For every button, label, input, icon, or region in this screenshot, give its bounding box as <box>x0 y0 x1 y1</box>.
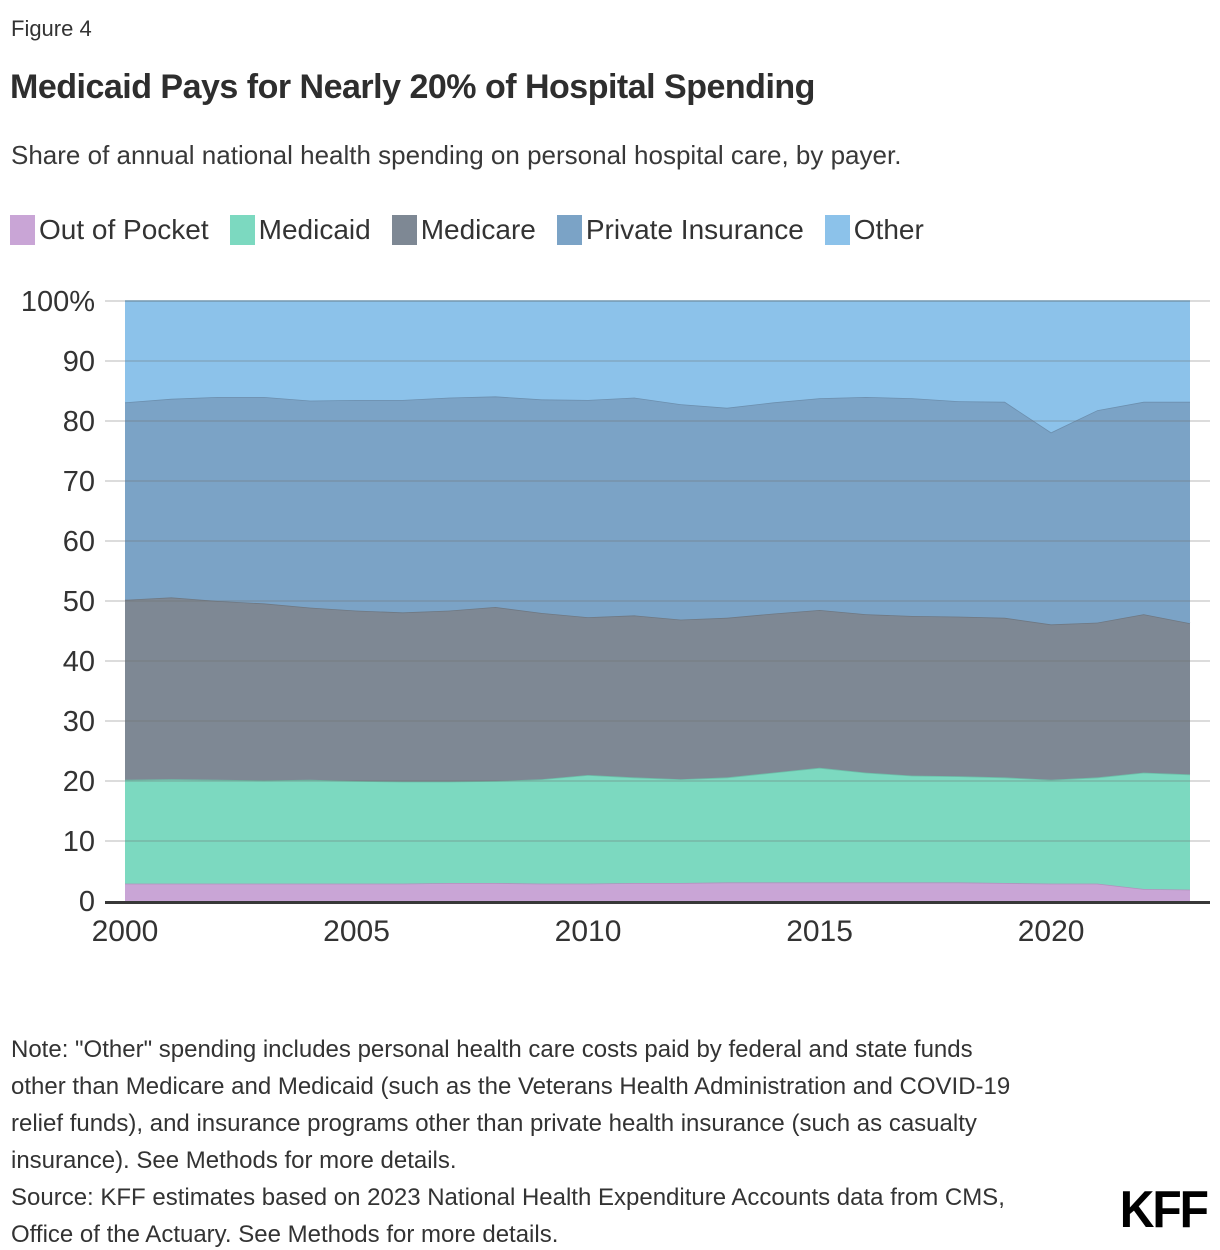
chart-legend: Out of Pocket Medicaid Medicare Private Ins… <box>10 214 924 246</box>
legend-label: Private Insurance <box>585 214 804 245</box>
figure-label: Figure 4 <box>11 16 92 41</box>
x-tick-label: 2005 <box>323 915 390 948</box>
legend-item-medicare: Medicare <box>391 214 536 246</box>
y-tick-label: 70 <box>63 466 95 498</box>
x-tick-label: 2010 <box>555 915 622 948</box>
chart-subtitle: Share of annual national health spending… <box>11 140 902 170</box>
source-text: Source: KFF estimates based on 2023 Nati… <box>11 1179 1005 1250</box>
y-tick-label: 30 <box>63 706 95 738</box>
area-private-insurance <box>125 396 1190 625</box>
legend-label: Medicaid <box>258 214 371 245</box>
legend-label: Other <box>853 214 924 245</box>
area-medicaid <box>125 767 1190 890</box>
legend-swatch-icon <box>556 215 582 245</box>
note-line: Note: "Other" spending includes personal… <box>11 1036 973 1063</box>
note-line: relief funds), and insurance programs ot… <box>11 1110 977 1137</box>
x-tick-label: 2015 <box>786 915 853 948</box>
source-line: Office of the Actuary. See Methods for m… <box>11 1221 559 1248</box>
y-tick-label: 80 <box>63 406 95 438</box>
x-tick-label: 2020 <box>1018 915 1085 948</box>
note-line: insurance). See Methods for more details… <box>11 1147 457 1174</box>
note-text: Note: "Other" spending includes personal… <box>11 1031 1010 1179</box>
legend-item-out-of-pocket: Out of Pocket <box>10 214 209 246</box>
y-tick-label: 100% <box>21 286 95 318</box>
legend-label: Medicare <box>420 214 536 245</box>
y-tick-label: 0 <box>79 886 95 918</box>
area-out-of-pocket <box>125 882 1190 901</box>
legend-swatch-icon <box>824 215 850 245</box>
kff-logo: KFF <box>1119 1181 1209 1240</box>
y-tick-label: 60 <box>63 526 95 558</box>
area-medicare <box>125 597 1190 782</box>
legend-swatch-icon <box>10 215 35 245</box>
note-line: other than Medicare and Medicaid (such a… <box>11 1073 1011 1100</box>
y-tick-label: 10 <box>63 826 95 858</box>
x-tick-label: 2000 <box>92 915 159 948</box>
legend-item-private-insurance: Private Insurance <box>556 214 804 246</box>
legend-item-other: Other <box>824 214 924 246</box>
source-line: Source: KFF estimates based on 2023 Nati… <box>11 1184 1005 1211</box>
legend-label: Out of Pocket <box>39 214 209 245</box>
legend-item-medicaid: Medicaid <box>229 214 371 246</box>
y-tick-label: 90 <box>63 346 95 378</box>
legend-swatch-icon <box>391 215 417 245</box>
page-title: Medicaid Pays for Nearly 20% of Hospital… <box>10 68 815 106</box>
legend-swatch-icon <box>229 215 255 245</box>
y-tick-label: 20 <box>63 766 95 798</box>
y-tick-label: 40 <box>63 646 95 678</box>
area-other <box>125 301 1190 433</box>
y-tick-label: 50 <box>63 586 95 618</box>
